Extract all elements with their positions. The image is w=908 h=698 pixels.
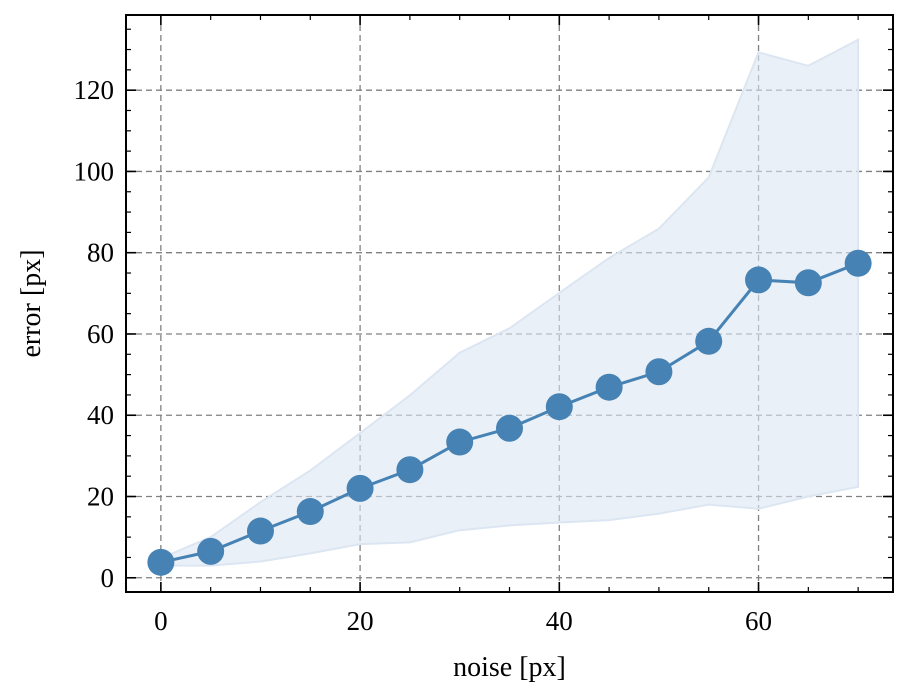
x-tick-label: 60 [745, 606, 772, 636]
y-tick-label: 40 [87, 400, 114, 430]
data-point [147, 548, 175, 576]
data-point [197, 537, 225, 565]
y-tick-label: 80 [87, 238, 114, 268]
y-axis-label: error [px] [16, 249, 47, 357]
axis-ticks [126, 15, 893, 592]
tick-labels: 0 20 40 60 0 20 40 60 80 100 120 [74, 75, 773, 636]
series-points [147, 249, 872, 576]
x-axis-label: noise [px] [453, 652, 566, 683]
y-tick-label: 120 [74, 75, 115, 105]
x-tick-label: 40 [546, 606, 573, 636]
data-point [496, 414, 523, 442]
data-point [396, 456, 424, 484]
error-band [159, 38, 860, 567]
error-band-area [159, 38, 860, 567]
data-point [346, 474, 374, 502]
data-point [645, 358, 673, 386]
y-tick-label: 100 [74, 156, 115, 186]
x-tick-label: 0 [154, 606, 168, 636]
data-point [695, 327, 723, 355]
y-tick-label: 20 [87, 482, 114, 512]
data-point [595, 373, 623, 401]
y-tick-label: 0 [101, 563, 115, 593]
x-tick-label: 20 [347, 606, 374, 636]
data-point [296, 498, 324, 526]
data-point [794, 269, 822, 297]
data-point [246, 517, 274, 545]
y-tick-label: 60 [87, 319, 114, 349]
data-point [844, 249, 872, 277]
data-point [545, 393, 573, 421]
data-point [745, 266, 773, 294]
plot-frame [125, 14, 894, 593]
data-point [446, 428, 474, 456]
